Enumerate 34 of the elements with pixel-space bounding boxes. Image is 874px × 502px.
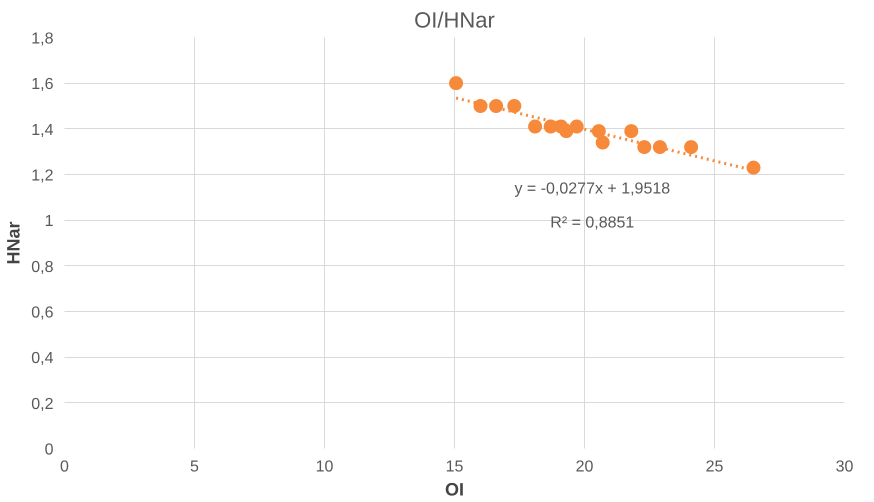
annotation: y = -0,0277x + 1,9518 [514, 180, 670, 198]
point [746, 160, 760, 175]
point [528, 120, 542, 134]
y-tick-label: 1,4 [31, 122, 54, 139]
point [489, 99, 504, 113]
y-tick-label: 0,6 [31, 304, 54, 322]
x-tick-label: 25 [706, 458, 724, 476]
chart-title: OI/HNar [414, 8, 495, 32]
y-tick-label: 0,8 [31, 258, 54, 276]
x-tick-label: 10 [316, 458, 334, 476]
point [652, 140, 667, 154]
y-axis-title: HNar [3, 221, 24, 265]
point [449, 76, 464, 90]
x-tick-label: 20 [576, 458, 594, 476]
point [684, 140, 698, 154]
point [570, 120, 584, 134]
y-tick-label: 0 [44, 442, 54, 458]
x-tick-label: 15 [446, 458, 464, 476]
x-axis-title: OI [445, 480, 464, 500]
x-tick-label: 0 [60, 458, 70, 476]
point [596, 136, 610, 150]
point [507, 99, 522, 113]
x-tick-label: 5 [190, 458, 200, 476]
x-tick-label: 30 [836, 458, 854, 476]
point [624, 124, 638, 138]
y-tick-label: 1,6 [31, 76, 54, 94]
point [637, 140, 652, 154]
y-tick-label: 1,8 [31, 30, 54, 48]
y-tick-label: 1,2 [31, 168, 54, 184]
y-tick-label: 1 [44, 213, 54, 230]
point [474, 99, 488, 113]
y-tick-label: 0,2 [31, 396, 54, 413]
y-tick-label: 0,4 [31, 350, 54, 368]
annotation: R² = 0,8851 [550, 214, 634, 232]
